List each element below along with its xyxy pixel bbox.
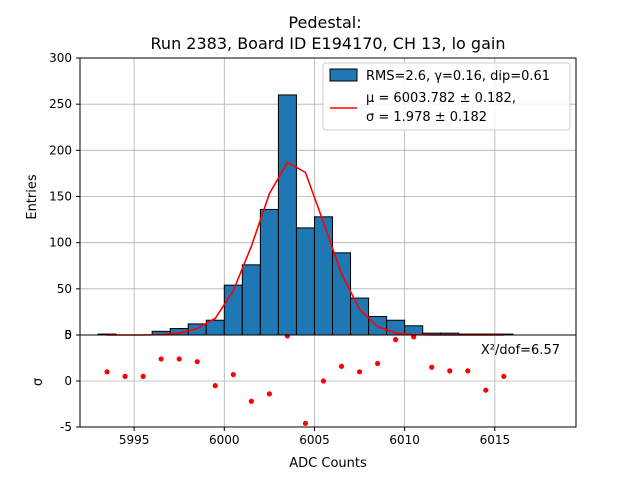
histogram-bars bbox=[97, 94, 514, 336]
bottom-plot-frame bbox=[79, 334, 577, 428]
top-y-tick-label: 250 bbox=[49, 97, 72, 111]
residual-point bbox=[501, 373, 507, 379]
bottom-y-tick-label: 5 bbox=[64, 328, 72, 342]
x-tick-label: 5995 bbox=[119, 433, 150, 447]
histogram-bar bbox=[223, 284, 243, 336]
top-y-axis-label: Entries bbox=[25, 174, 40, 220]
x-axis-label: ADC Counts bbox=[289, 456, 367, 471]
residual-point bbox=[338, 363, 345, 369]
residual-point bbox=[140, 373, 146, 379]
top-y-tick-label: 200 bbox=[49, 143, 72, 157]
residual-point bbox=[483, 387, 489, 393]
residual-point bbox=[230, 371, 236, 378]
residual-points bbox=[104, 333, 507, 426]
residual-point bbox=[284, 333, 291, 339]
histogram-bar bbox=[313, 216, 334, 336]
histogram-bar bbox=[241, 264, 261, 336]
residual-point bbox=[212, 383, 218, 389]
histogram-bar bbox=[277, 94, 297, 336]
bottom-y-tick-label: 0 bbox=[64, 374, 72, 388]
top-y-tick-label: 150 bbox=[49, 190, 72, 204]
residual-point bbox=[122, 373, 128, 379]
residual-point bbox=[104, 369, 110, 375]
histogram-bar bbox=[295, 227, 315, 336]
residual-point bbox=[393, 337, 399, 343]
x-tick-label: 6015 bbox=[480, 433, 511, 447]
bottom-y-tick-label: -5 bbox=[60, 420, 72, 434]
residual-point bbox=[194, 359, 200, 365]
legend-histogram-swatch bbox=[329, 68, 358, 82]
legend-fit-label-line1: μ = 6003.782 ± 0.182, bbox=[366, 91, 516, 106]
legend-box bbox=[322, 62, 571, 131]
residual-point bbox=[429, 364, 435, 370]
residual-point bbox=[158, 356, 164, 362]
histogram-bar bbox=[332, 252, 352, 336]
residual-point bbox=[447, 368, 453, 374]
bottom-y-axis-label: σ bbox=[31, 378, 46, 386]
residual-point bbox=[176, 356, 182, 362]
top-y-tick-label: 50 bbox=[57, 282, 72, 296]
histogram-bar bbox=[350, 297, 370, 336]
residual-point bbox=[375, 360, 381, 367]
chi2-annotation: X²/dof=6.57 bbox=[481, 343, 560, 358]
axis-ticks: 5995 6000 6005 6010 6015050100150200250300-5… bbox=[49, 51, 510, 447]
residual-point bbox=[302, 420, 309, 426]
residual-point bbox=[356, 369, 363, 375]
chart-title: Pedestal: bbox=[288, 13, 361, 32]
x-tick-label: 6000 bbox=[209, 433, 240, 447]
residual-point bbox=[411, 334, 417, 340]
residual-point bbox=[465, 368, 471, 374]
legend-fit-label-line2: σ = 1.978 ± 0.182 bbox=[366, 110, 487, 125]
legend: RMS=2.6, γ=0.16, dip=0.61 μ = 6003.782 ±… bbox=[322, 62, 571, 131]
legend-histogram-label: RMS=2.6, γ=0.16, dip=0.61 bbox=[366, 69, 550, 84]
residual-point bbox=[266, 391, 272, 397]
top-y-tick-label: 0 bbox=[64, 328, 72, 342]
top-y-tick-label: 100 bbox=[49, 236, 72, 250]
chart-subtitle: Run 2383, Board ID E194170, CH 13, lo ga… bbox=[151, 34, 506, 53]
top-y-tick-label: 300 bbox=[49, 51, 72, 65]
histogram-bar bbox=[259, 208, 279, 336]
residual-point bbox=[320, 378, 327, 384]
x-tick-label: 6005 bbox=[299, 433, 330, 447]
residual-point bbox=[248, 398, 254, 404]
x-tick-label: 6010 bbox=[389, 433, 420, 447]
